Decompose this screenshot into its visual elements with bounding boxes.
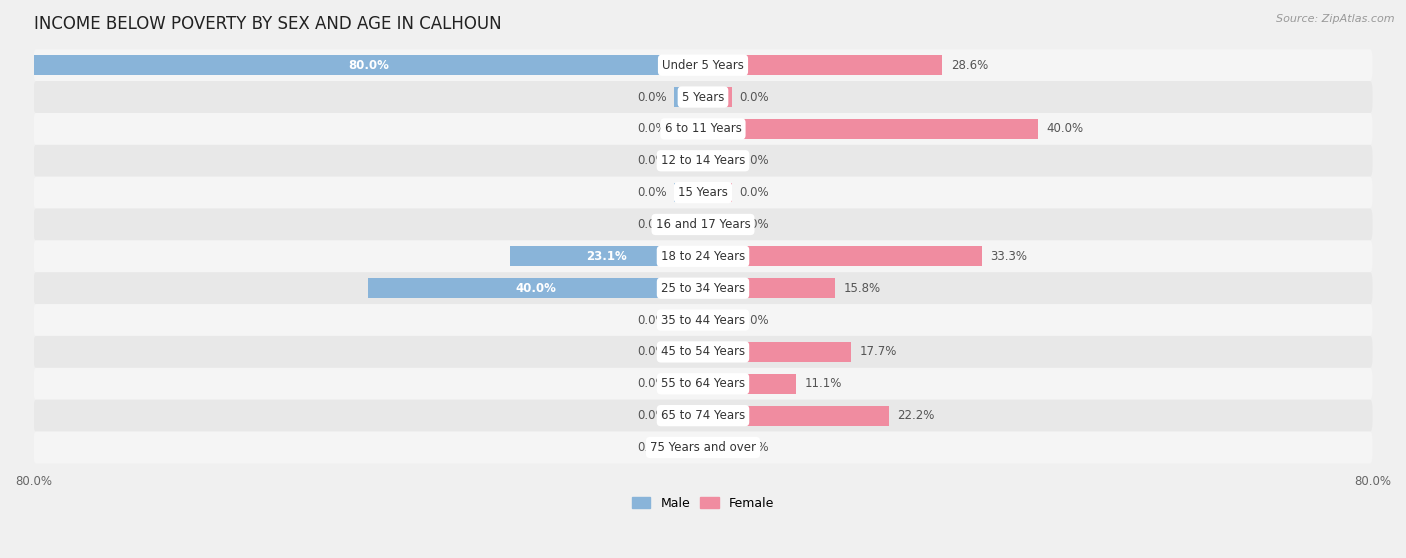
Text: 22.2%: 22.2% [897, 409, 935, 422]
Bar [673, 342, 703, 362]
Text: 0.0%: 0.0% [740, 314, 769, 326]
Bar [703, 183, 733, 203]
Text: 0.0%: 0.0% [637, 409, 666, 422]
Bar [703, 119, 1038, 139]
Text: 15 Years: 15 Years [678, 186, 728, 199]
Text: 0.0%: 0.0% [637, 345, 666, 358]
Bar [673, 183, 703, 203]
Bar [703, 437, 733, 458]
FancyBboxPatch shape [34, 209, 1372, 240]
Text: 6 to 11 Years: 6 to 11 Years [665, 122, 741, 136]
Bar [703, 278, 835, 298]
Text: 0.0%: 0.0% [637, 186, 666, 199]
Legend: Male, Female: Male, Female [627, 492, 779, 515]
Text: 0.0%: 0.0% [637, 377, 666, 390]
Bar [34, 55, 703, 75]
Bar [703, 247, 981, 266]
Text: 5 Years: 5 Years [682, 90, 724, 104]
Text: 45 to 54 Years: 45 to 54 Years [661, 345, 745, 358]
FancyBboxPatch shape [34, 113, 1372, 145]
Bar [673, 119, 703, 139]
FancyBboxPatch shape [34, 400, 1372, 431]
Text: 75 Years and over: 75 Years and over [650, 441, 756, 454]
Text: INCOME BELOW POVERTY BY SEX AND AGE IN CALHOUN: INCOME BELOW POVERTY BY SEX AND AGE IN C… [34, 15, 501, 33]
FancyBboxPatch shape [34, 368, 1372, 400]
Text: 0.0%: 0.0% [740, 154, 769, 167]
Bar [703, 55, 942, 75]
Bar [703, 215, 733, 234]
Text: 0.0%: 0.0% [740, 186, 769, 199]
Bar [703, 374, 796, 393]
Bar [703, 151, 733, 171]
Bar [510, 247, 703, 266]
Text: 40.0%: 40.0% [515, 282, 555, 295]
FancyBboxPatch shape [34, 304, 1372, 336]
Text: 16 and 17 Years: 16 and 17 Years [655, 218, 751, 231]
Bar [673, 374, 703, 393]
Text: 65 to 74 Years: 65 to 74 Years [661, 409, 745, 422]
Text: 33.3%: 33.3% [990, 250, 1026, 263]
Text: Source: ZipAtlas.com: Source: ZipAtlas.com [1277, 14, 1395, 24]
Bar [703, 310, 733, 330]
FancyBboxPatch shape [34, 49, 1372, 81]
Text: 0.0%: 0.0% [740, 441, 769, 454]
Bar [703, 342, 851, 362]
Bar [673, 310, 703, 330]
Text: 0.0%: 0.0% [637, 154, 666, 167]
Text: 0.0%: 0.0% [740, 218, 769, 231]
Text: 15.8%: 15.8% [844, 282, 880, 295]
Text: 11.1%: 11.1% [804, 377, 842, 390]
Bar [673, 151, 703, 171]
Text: 80.0%: 80.0% [347, 59, 388, 71]
Text: 12 to 14 Years: 12 to 14 Years [661, 154, 745, 167]
Bar [673, 406, 703, 426]
Text: 55 to 64 Years: 55 to 64 Years [661, 377, 745, 390]
FancyBboxPatch shape [34, 81, 1372, 113]
Text: 0.0%: 0.0% [637, 90, 666, 104]
Bar [703, 87, 733, 107]
FancyBboxPatch shape [34, 272, 1372, 304]
FancyBboxPatch shape [34, 240, 1372, 272]
Bar [673, 87, 703, 107]
Text: 0.0%: 0.0% [637, 314, 666, 326]
Text: 28.6%: 28.6% [950, 59, 988, 71]
Bar [703, 406, 889, 426]
Text: 17.7%: 17.7% [859, 345, 897, 358]
FancyBboxPatch shape [34, 336, 1372, 368]
Bar [368, 278, 703, 298]
FancyBboxPatch shape [34, 177, 1372, 209]
Text: 0.0%: 0.0% [740, 90, 769, 104]
FancyBboxPatch shape [34, 431, 1372, 464]
Text: 0.0%: 0.0% [637, 122, 666, 136]
Bar [673, 437, 703, 458]
Text: 23.1%: 23.1% [586, 250, 627, 263]
Bar [673, 215, 703, 234]
Text: 35 to 44 Years: 35 to 44 Years [661, 314, 745, 326]
Text: Under 5 Years: Under 5 Years [662, 59, 744, 71]
Text: 0.0%: 0.0% [637, 218, 666, 231]
Text: 18 to 24 Years: 18 to 24 Years [661, 250, 745, 263]
FancyBboxPatch shape [34, 145, 1372, 177]
Text: 40.0%: 40.0% [1046, 122, 1083, 136]
Text: 0.0%: 0.0% [637, 441, 666, 454]
Text: 25 to 34 Years: 25 to 34 Years [661, 282, 745, 295]
